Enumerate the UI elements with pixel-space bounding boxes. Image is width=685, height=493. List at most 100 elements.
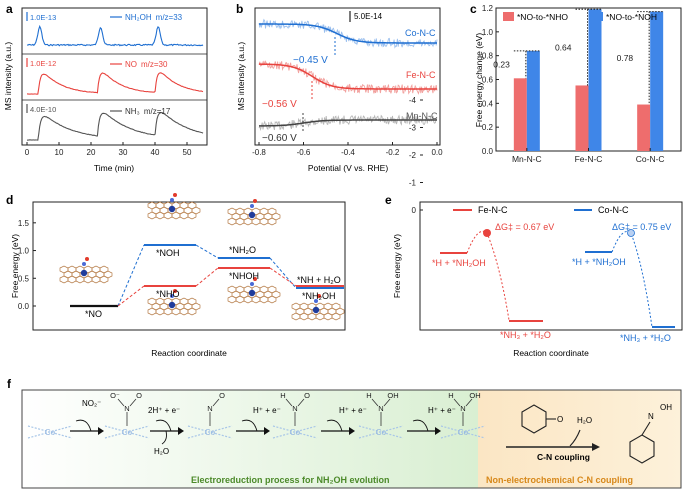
panel-e-y-ticks: 0 -1 -2 -3 -4 [409, 96, 423, 215]
catalyst-sheet [59, 257, 113, 284]
bar-nho-mn-n-c [513, 78, 527, 151]
x-tick-label: -0.2 [386, 148, 400, 157]
graphene-ring [179, 307, 189, 316]
graphene-ring [91, 275, 101, 284]
panel-a: a MS intensity (a.u.) Time (min) 0 10 20 30… [3, 2, 208, 173]
y-tick-label: 1.2 [482, 4, 494, 13]
coupling-label: C-N coupling [537, 452, 590, 462]
adsorbate: N OH H [448, 391, 481, 426]
panel-e-xlabel: Reaction coordinate [513, 348, 589, 358]
fe-barrier: ΔG‡ = 0.67 eV [495, 222, 554, 232]
panel-a-ylabel: MS intensity (a.u.) [3, 42, 13, 111]
cyclohexanone-ring [521, 404, 547, 434]
gap-value: 0.78 [617, 53, 634, 63]
adsorbate-atom: O⁻ [110, 391, 120, 400]
o-atom [173, 193, 177, 197]
panel-b-x-ticks: -0.8 -0.6 -0.4 -0.2 0.0 [252, 142, 443, 157]
catalyst-sheets [59, 193, 345, 321]
o-atom [253, 277, 257, 281]
co-fit-trace [259, 23, 437, 44]
co-site: Co [440, 425, 486, 439]
catalyst-sheet [227, 199, 281, 226]
graphene-ring [331, 312, 341, 321]
graphene-ring [155, 307, 165, 316]
legend-fe: Fe-N-C [478, 205, 508, 215]
panel-label-c: c [470, 2, 477, 16]
catalyst-sheet [227, 277, 281, 304]
co-onset: −0.45 V [293, 55, 328, 66]
adsorbate-atom: N [124, 404, 129, 413]
y-tick-label: -1 [409, 179, 417, 188]
red-path [117, 267, 297, 307]
graphene-ring [251, 217, 261, 226]
co-label: Co-N-C [405, 28, 436, 38]
adsorbate-atom: H [448, 391, 453, 400]
panel-b-ylabel: MS intensity (a.u.) [236, 42, 246, 111]
panel-label-f: f [7, 377, 12, 391]
adsorbate-atom: O [219, 391, 225, 400]
fe-onset: −0.56 V [262, 99, 297, 110]
x-tick-label: 0 [25, 148, 30, 157]
site-metal: Co [458, 428, 469, 437]
reagent-arrow [75, 419, 92, 432]
site-metal: Co [376, 428, 387, 437]
nh3-legend: NH₃ m/z=17 [125, 107, 171, 116]
step-arrowhead [435, 427, 441, 435]
adsorbate-atom: H [280, 391, 285, 400]
graphene-ring [147, 211, 157, 220]
adsorbate-atom: N [460, 404, 465, 413]
adsorbate-bond [117, 398, 125, 407]
graphene-ring [227, 295, 237, 304]
reagent-arrow [241, 419, 258, 432]
reagent-h-1: H⁺ + e⁻ [253, 406, 281, 415]
y-tick-label: -2 [409, 151, 417, 160]
fe-transition-state [483, 229, 491, 237]
graphene-ring [235, 217, 245, 226]
site-bonds [104, 425, 150, 439]
fe-label: Fe-N-C [406, 70, 436, 80]
legend-swatch-nho [503, 12, 514, 21]
graphene-ring [243, 295, 253, 304]
panel-b: b MS intensity (a.u.) Potential (V vs. R… [236, 2, 443, 173]
no-trace [27, 72, 204, 95]
catalyst-sheet [147, 289, 201, 316]
nh2oh-trace [26, 24, 204, 47]
y-tick-label: 0.8 [482, 52, 494, 61]
o-atom [253, 199, 257, 203]
state-nh2o: *NH₂O [229, 245, 256, 255]
graphene-ring [147, 307, 157, 316]
graphene-ring [259, 295, 269, 304]
panel-e-frame [419, 201, 683, 331]
reagent-arrow [412, 419, 429, 432]
fe-path [466, 230, 510, 321]
site-metal: Co [205, 428, 216, 437]
adsorbate-bond [453, 398, 461, 407]
electroreduction-region [22, 390, 478, 488]
panel-d-xlabel: Reaction coordinate [151, 348, 227, 358]
panel-label-b: b [236, 2, 243, 16]
panel-d-frame [32, 201, 346, 331]
n-atom [250, 204, 254, 208]
bar-noh-fe-n-c [588, 9, 602, 152]
state-nhoh: *NHOH [229, 271, 259, 281]
panel-d-ylabel: Free energy (eV) [10, 234, 20, 298]
graphene-ring [267, 217, 277, 226]
legend-noh: *NO-to-*NOH [606, 12, 657, 22]
adsorbate-atom: O [304, 391, 310, 400]
category-label: Fe-N-C [575, 154, 603, 164]
x-tick-label: -0.4 [341, 148, 355, 157]
panel-label-d: d [6, 193, 13, 207]
mn-raw-trace [258, 114, 438, 132]
nh3-scale: 4.0E-10 [30, 105, 56, 114]
step-arrowhead [178, 427, 184, 435]
co-transition-state [627, 229, 635, 237]
no-legend: NO m/z=30 [125, 60, 168, 69]
carbonyl-o: O [557, 415, 563, 424]
graphene-ring [299, 312, 309, 321]
fe-final-label: *NH₃ + *H₂O [500, 330, 551, 340]
fe-initial-label: *H + *NH₂OH [432, 258, 486, 268]
y-tick-label: -4 [409, 96, 417, 105]
panel-d: d Free energy (eV) Reaction coordinate 0… [6, 193, 346, 358]
y-tick-label: 1.5 [18, 219, 30, 228]
